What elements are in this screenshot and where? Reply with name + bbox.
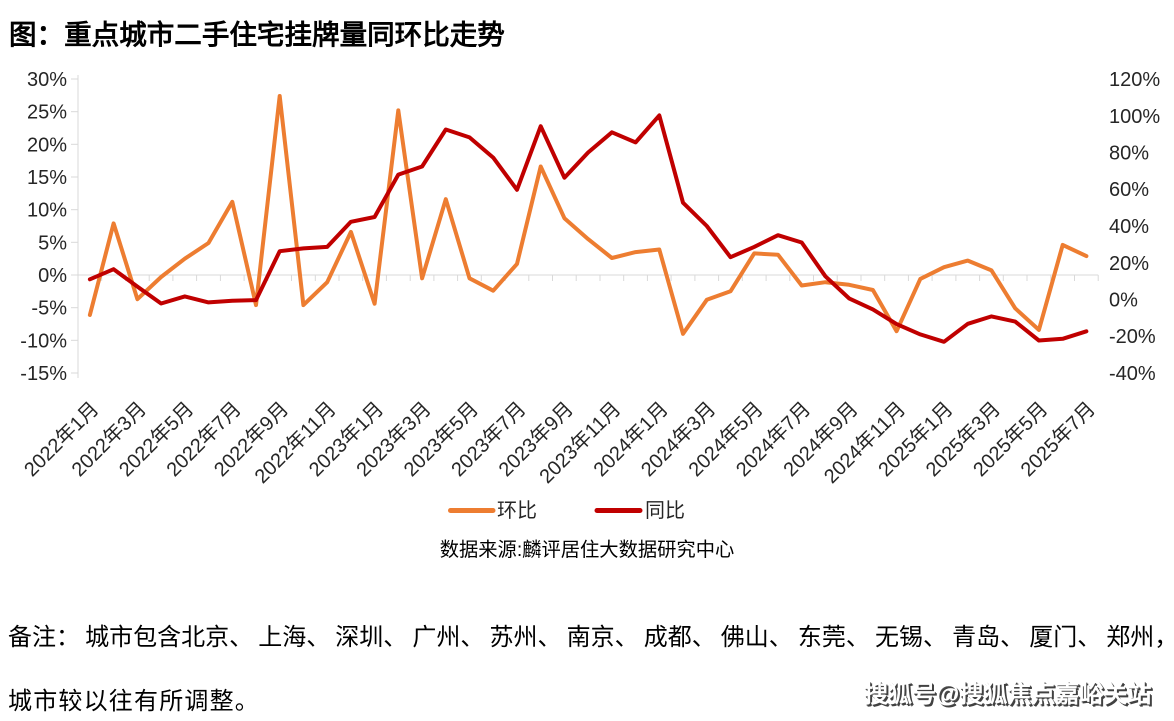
svg-text:20%: 20%: [1109, 253, 1149, 275]
svg-text:0%: 0%: [38, 265, 67, 287]
svg-text:100%: 100%: [1109, 106, 1160, 128]
svg-text:-40%: -40%: [1109, 363, 1156, 385]
svg-text:-20%: -20%: [1109, 326, 1156, 348]
svg-text:15%: 15%: [27, 167, 67, 189]
svg-text:30%: 30%: [27, 69, 67, 91]
svg-text:80%: 80%: [1109, 143, 1149, 165]
svg-text:10%: 10%: [27, 200, 67, 222]
svg-text:60%: 60%: [1109, 179, 1149, 201]
svg-text:-15%: -15%: [20, 363, 67, 385]
svg-text:20%: 20%: [27, 134, 67, 156]
svg-text:5%: 5%: [38, 232, 67, 254]
svg-text:0%: 0%: [1109, 290, 1138, 312]
svg-text:25%: 25%: [27, 102, 67, 124]
svg-text:-10%: -10%: [20, 330, 67, 352]
svg-text:120%: 120%: [1109, 69, 1160, 91]
svg-text:40%: 40%: [1109, 216, 1149, 238]
svg-text:-5%: -5%: [31, 298, 67, 320]
